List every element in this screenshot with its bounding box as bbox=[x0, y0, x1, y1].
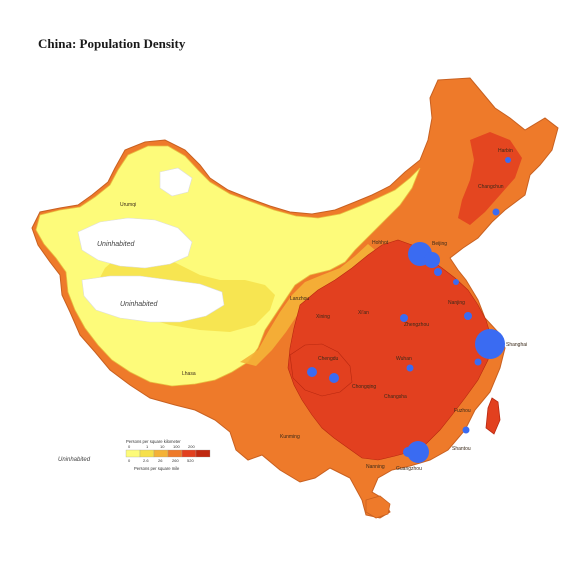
city-label-lanzhou: Lanzhou bbox=[290, 296, 309, 302]
legend-title-top: Persons per square kilometer bbox=[126, 439, 181, 444]
medium-density-band bbox=[240, 244, 375, 366]
city-label-harbin: Harbin bbox=[498, 148, 513, 154]
city-label-shantou: Shantou bbox=[452, 446, 471, 452]
legend-mi-0: 0 bbox=[128, 458, 131, 463]
legend-uninhabited-label: Uninhabited bbox=[58, 457, 91, 463]
legend-swatch-6 bbox=[195, 449, 211, 458]
taiwan-island bbox=[485, 397, 501, 435]
city-label-beijing: Beijing bbox=[432, 241, 447, 247]
uninhabited-label-taklamakan: Uninhabited bbox=[97, 241, 135, 248]
urban-marker-beijing-2 bbox=[424, 252, 440, 268]
legend-km-3: 100 bbox=[173, 444, 180, 449]
urban-marker-harbin bbox=[505, 157, 511, 163]
legend-swatch-5 bbox=[181, 449, 197, 458]
uninhabited-label-tibet: Uninhabited bbox=[120, 301, 158, 308]
city-label-shanghai: Shanghai bbox=[506, 342, 527, 348]
city-label-nanning: Nanning bbox=[366, 464, 385, 470]
urban-marker-nanjing bbox=[464, 312, 472, 320]
city-label-guangzhou: Guangzhou bbox=[396, 466, 422, 472]
urban-marker-wuhan bbox=[400, 314, 408, 322]
city-label-fuzhou: Fuzhou bbox=[454, 408, 471, 414]
city-label-xining: Xining bbox=[316, 314, 330, 320]
urban-marker-shenyang bbox=[492, 208, 500, 216]
legend-km-0: 0 bbox=[128, 444, 131, 449]
legend-mi-3: 260 bbox=[172, 458, 179, 463]
city-label-chengdu: Chengdu bbox=[318, 356, 339, 362]
uninhabited-zone-taklamakan bbox=[77, 217, 193, 269]
legend-km-2: 10 bbox=[160, 444, 165, 449]
legend-swatch-3 bbox=[153, 449, 169, 458]
urban-marker-guangzhou bbox=[407, 441, 429, 463]
city-label-lhasa: Lhasa bbox=[182, 371, 196, 377]
urban-marker-hangzhou bbox=[474, 358, 482, 366]
urban-marker-chengdu bbox=[307, 367, 317, 377]
high-density-region-east bbox=[287, 239, 493, 461]
map-title: China: Population Density bbox=[38, 36, 186, 51]
legend-km-4: 200 bbox=[188, 444, 195, 449]
city-label-nanjing: Nanjing bbox=[448, 300, 465, 306]
legend-swatch-1 bbox=[125, 449, 141, 458]
northeast-dense-strip bbox=[458, 132, 522, 225]
urban-marker-guangzhou-2 bbox=[403, 447, 413, 457]
legend: Persons per square kilometer 0 1 10 100 … bbox=[58, 439, 211, 471]
uninhabited-zone-north bbox=[159, 167, 193, 197]
city-label-kunming: Kunming bbox=[280, 434, 300, 440]
city-label-hohhot: Hohhot bbox=[372, 240, 389, 246]
city-label-changchun: Changchun bbox=[478, 184, 504, 190]
urban-marker-tianjin bbox=[434, 268, 442, 276]
city-label-urumqi: Urumqi bbox=[120, 202, 136, 208]
urban-marker-jinan bbox=[453, 279, 459, 285]
legend-swatch-4 bbox=[167, 449, 183, 458]
urban-marker-changsha bbox=[406, 364, 414, 372]
low-density-region-west bbox=[35, 145, 421, 387]
city-label-changsha: Changsha bbox=[384, 394, 407, 400]
urban-marker-shanghai bbox=[475, 329, 505, 359]
legend-mi-2: 26 bbox=[158, 458, 163, 463]
sichuan-basin-dense bbox=[289, 343, 353, 397]
hainan-island bbox=[365, 495, 391, 519]
legend-title-bottom: Persons per square mile bbox=[134, 466, 180, 471]
urban-marker-fuzhou bbox=[462, 426, 470, 434]
city-label-xian: Xi'an bbox=[358, 310, 369, 316]
urban-markers bbox=[307, 157, 511, 463]
legend-km-1: 1 bbox=[146, 444, 149, 449]
city-label-wuhan: Wuhan bbox=[396, 356, 412, 362]
city-labels: Urumqi Lhasa Lanzhou Xi'an Chongqing Che… bbox=[120, 148, 527, 472]
uninhabited-zone-tibet bbox=[81, 275, 225, 323]
legend-swatch-2 bbox=[139, 449, 155, 458]
legend-mi-1: 2.6 bbox=[143, 458, 149, 463]
urban-marker-chongqing bbox=[329, 373, 339, 383]
legend-mi-4: 520 bbox=[187, 458, 194, 463]
city-label-chongqing: Chongqing bbox=[352, 384, 376, 390]
city-label-zhengzhou: Zhengzhou bbox=[404, 322, 429, 328]
